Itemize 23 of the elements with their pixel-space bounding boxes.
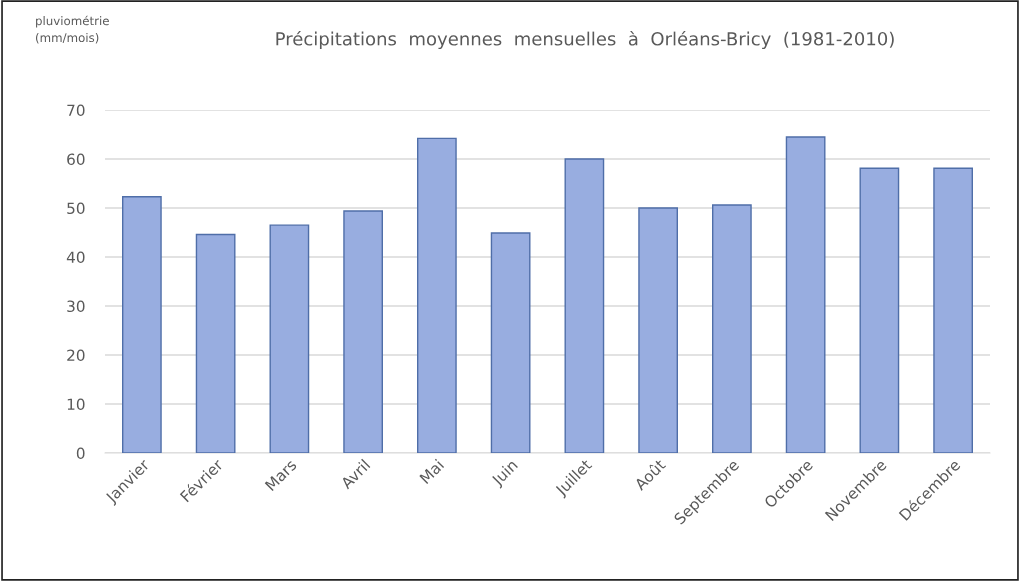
bar <box>269 224 310 453</box>
y-tick-label: 40 <box>66 251 85 264</box>
y-tick-label: 70 <box>67 104 85 117</box>
bar <box>417 137 457 453</box>
bar <box>564 158 605 453</box>
bar <box>122 196 162 453</box>
bar <box>490 232 531 453</box>
y-tick-label: 0 <box>76 447 85 460</box>
y-tick-label: 30 <box>67 300 85 313</box>
bar <box>343 210 383 453</box>
y-tick-label: 10 <box>67 398 85 411</box>
y-tick-label: 20 <box>67 349 85 362</box>
x-tick-label: Mai <box>418 458 445 485</box>
bar <box>195 233 236 453</box>
chart-title: Précipitations moyennes mensuelles à Orléans-Bricy (1981-2010) <box>276 30 894 50</box>
bar <box>712 204 752 453</box>
bar <box>785 136 826 453</box>
y-tick-label: 60 <box>67 153 85 166</box>
bar <box>933 167 973 453</box>
y-tick-label: 50 <box>67 202 85 215</box>
bar <box>638 207 678 453</box>
text: pluviométrie (mm/mois) <box>36 15 109 44</box>
bar <box>859 167 900 453</box>
